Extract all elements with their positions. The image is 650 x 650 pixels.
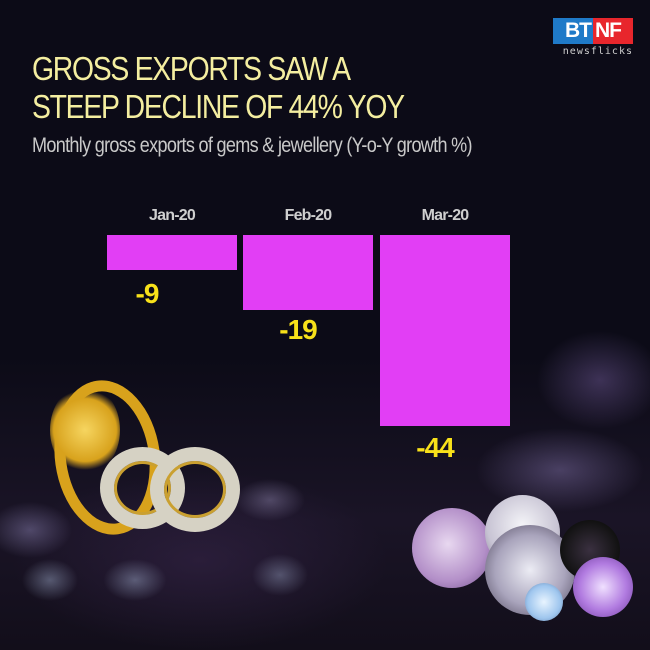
- bar-jan: [107, 235, 237, 270]
- category-label-mar: Mar-20: [421, 207, 470, 224]
- gem-5: [573, 557, 633, 617]
- gem-6: [525, 583, 563, 621]
- value-label-feb: -19: [279, 314, 317, 345]
- chart-subtitle: Monthly gross exports of gems & jeweller…: [32, 134, 473, 157]
- category-label-feb: Feb-20: [284, 207, 333, 224]
- title-line-2: STEEP DECLINE OF 44% YOY: [32, 88, 405, 125]
- page-title: GROSS EXPORTS SAW A STEEP DECLINE OF 44%…: [32, 50, 405, 126]
- value-label-mar: -44: [416, 432, 454, 463]
- logo-subtext: newsflicks: [562, 46, 633, 57]
- diamond-ring-right: [150, 447, 240, 532]
- logo-bt: BT: [553, 18, 593, 44]
- value-label-jan: -9: [135, 278, 160, 309]
- logo-nf: NF: [593, 18, 633, 44]
- category-label-jan: Jan-20: [149, 207, 196, 224]
- bt-newsflicks-logo: BT NF newsflicks: [553, 18, 633, 57]
- gem-1: [412, 508, 492, 588]
- title-line-1: GROSS EXPORTS SAW A: [32, 50, 351, 87]
- bar-feb: [243, 235, 373, 310]
- gold-flower: [50, 385, 120, 475]
- bar-mar: [380, 235, 510, 426]
